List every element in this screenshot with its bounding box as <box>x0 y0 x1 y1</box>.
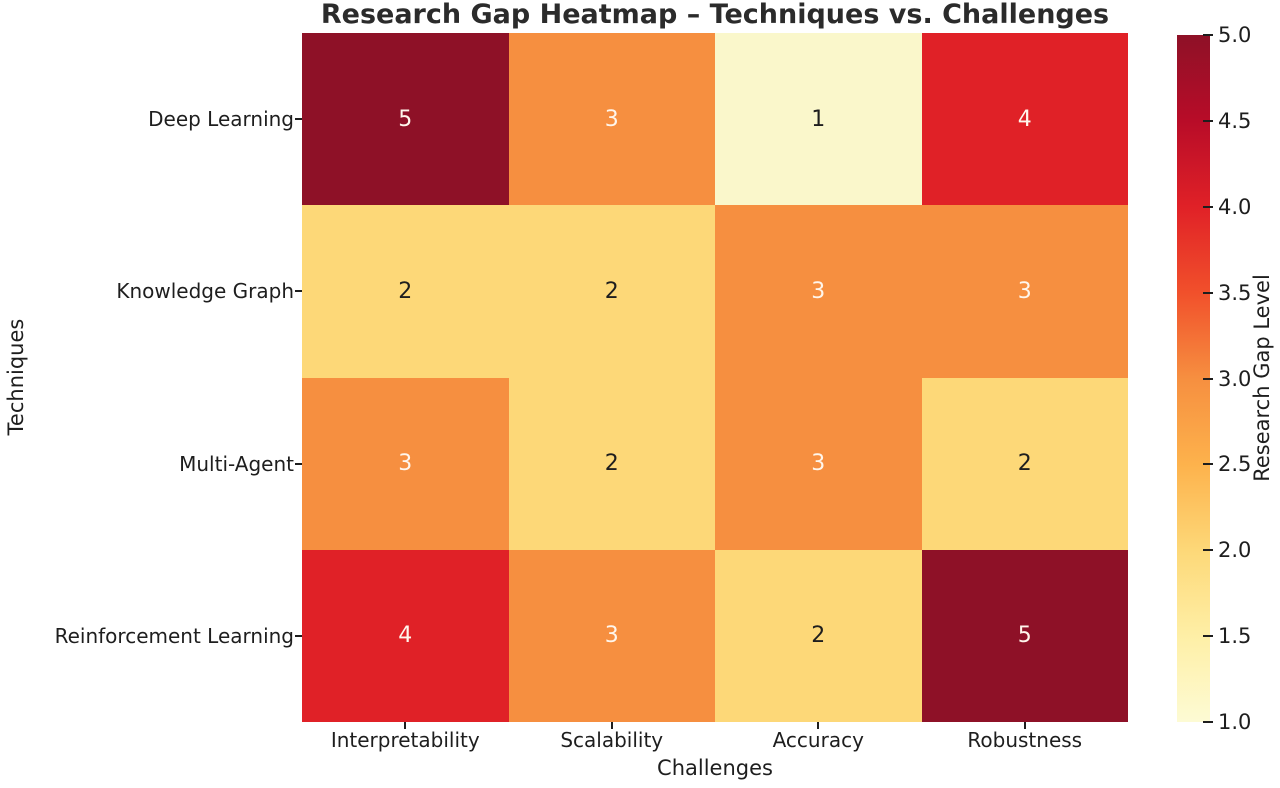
heatmap-cell: 3 <box>508 549 715 722</box>
colorbar-tick-label: 4.0 <box>1218 194 1252 219</box>
x-tick-label: Scalability <box>560 728 664 752</box>
colorbar-tick-label: 2.5 <box>1218 452 1252 477</box>
y-tick-label: Reinforcement Learning <box>54 623 294 648</box>
x-tick-mark <box>404 722 407 729</box>
colorbar-tick-mark <box>1203 635 1213 638</box>
y-tick-mark <box>295 290 302 293</box>
x-tick-label: Robustness <box>967 728 1083 752</box>
heatmap-cell: 3 <box>508 33 715 206</box>
colorbar-tick-mark <box>1203 721 1213 723</box>
y-tick-label: Multi-Agent <box>179 451 294 476</box>
colorbar-tick-label: 3.0 <box>1218 366 1252 391</box>
heatmap-cell: 5 <box>921 549 1128 722</box>
heatmap-cell: 2 <box>508 377 715 550</box>
colorbar-tick-label: 1.5 <box>1218 624 1252 649</box>
heatmap-cell: 5 <box>302 33 509 206</box>
heatmap-cell: 4 <box>921 33 1128 206</box>
colorbar-label: Research Gap Level <box>1250 274 1274 482</box>
x-tick-mark <box>1023 722 1026 729</box>
colorbar-tick-mark <box>1203 205 1213 208</box>
heatmap-cell: 2 <box>715 549 922 722</box>
x-tick-mark <box>610 722 613 729</box>
heatmap-cell: 3 <box>302 377 509 550</box>
heatmap-cell: 2 <box>302 205 509 378</box>
x-tick-label: Interpretability <box>330 728 480 752</box>
chart-title: Research Gap Heatmap – Techniques vs. Ch… <box>320 0 1110 30</box>
colorbar-tick-mark <box>1203 463 1213 466</box>
y-tick-label: Deep Learning <box>148 107 294 132</box>
heatmap-cell: 2 <box>921 377 1128 550</box>
x-tick-label: Accuracy <box>772 728 864 752</box>
y-tick-label: Knowledge Graph <box>116 279 294 304</box>
heatmap-cell: 4 <box>302 549 509 722</box>
colorbar-tick-mark <box>1203 119 1213 122</box>
heatmap-cell: 3 <box>715 205 922 378</box>
colorbar-tick-label: 4.5 <box>1218 108 1252 133</box>
colorbar-tick-mark <box>1203 549 1213 552</box>
x-tick-mark <box>817 722 820 729</box>
y-tick-labels: Deep Learning Knowledge Graph Multi-Agent R… <box>0 33 294 722</box>
y-tick-mark <box>295 634 302 637</box>
colorbar-tick-mark <box>1203 291 1213 294</box>
x-tick-labels: Interpretability Scalability Accuracy Robus… <box>302 728 1128 754</box>
heatmap-cell: 3 <box>715 377 922 550</box>
colorbar-tick-label: 2.0 <box>1218 538 1252 563</box>
colorbar-tick-label: 1.0 <box>1218 710 1252 734</box>
colorbar-tick-label: 5.0 <box>1218 23 1252 47</box>
x-axis-label: Challenges <box>657 756 773 780</box>
colorbar-tick-mark <box>1203 34 1213 36</box>
heatmap-cell: 2 <box>508 205 715 378</box>
colorbar-tick-label: 3.5 <box>1218 280 1252 305</box>
heatmap-cell: 1 <box>715 33 922 206</box>
colorbar-tick-mark <box>1203 377 1213 380</box>
y-tick-mark <box>295 462 302 465</box>
heatmap-cell: 3 <box>921 205 1128 378</box>
y-tick-mark <box>295 118 302 121</box>
